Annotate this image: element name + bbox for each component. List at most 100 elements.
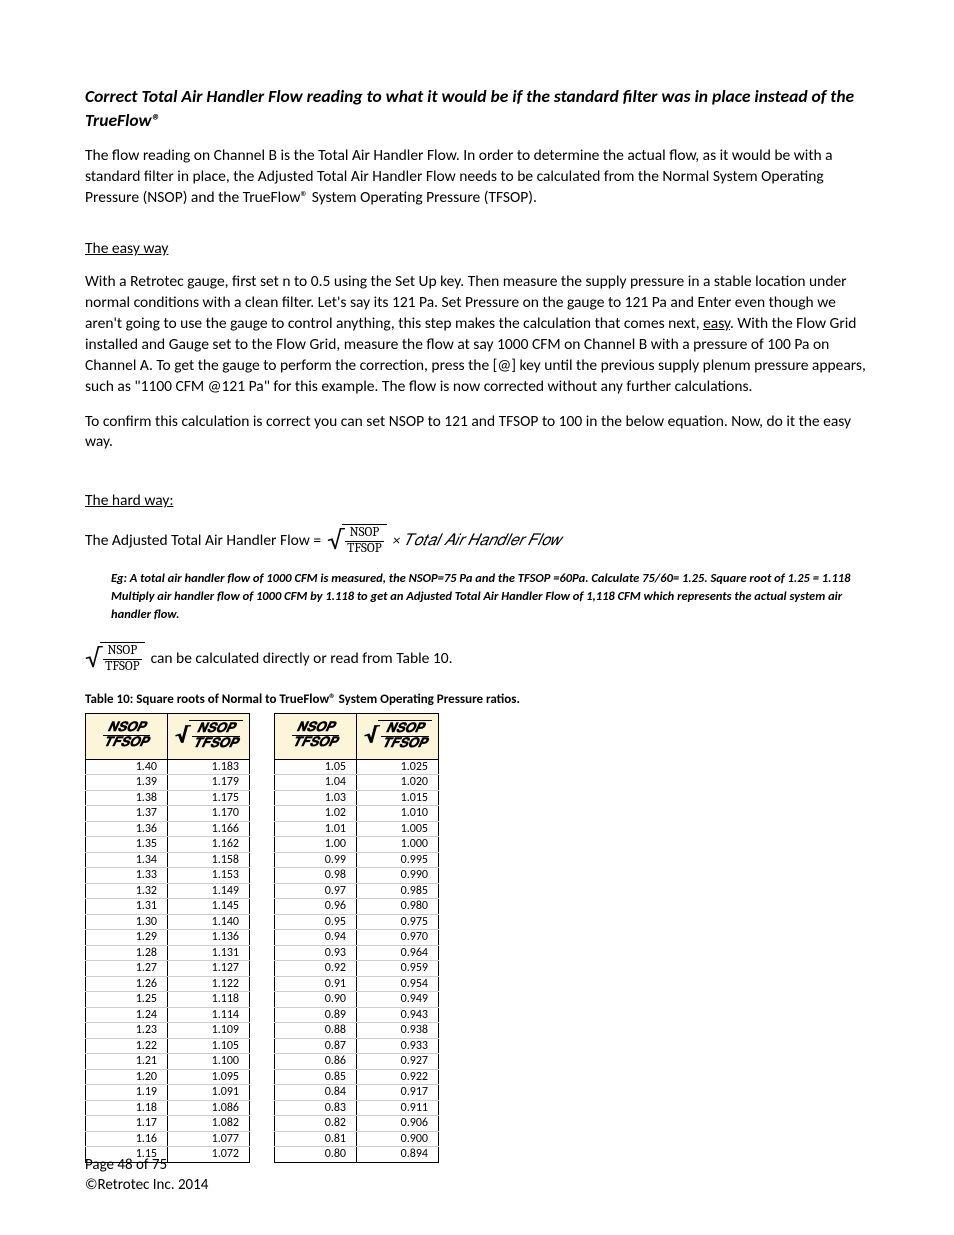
table-cell: 1.158 — [168, 852, 250, 868]
table-row: 0.970.985 — [275, 883, 439, 899]
table-cell: 1.131 — [168, 945, 250, 961]
table-cell: 0.943 — [357, 1007, 439, 1023]
table-header-row: 𝑵𝑺𝑶𝑷 𝑻𝑭𝑺𝑶𝑷 √ 𝑵𝑺𝑶𝑷 𝑻𝑭𝑺𝑶𝑷 — [86, 713, 250, 759]
fraction-denominator: 𝑻𝑭𝑺𝑶𝑷 — [192, 736, 240, 751]
table-cell: 1.005 — [357, 821, 439, 837]
table-row: 0.890.943 — [275, 1007, 439, 1023]
note-tail: can be calculated directly or read from … — [151, 649, 453, 668]
page-footer: Page 48 of 75 ©Retrotec Inc. 2014 — [85, 1156, 208, 1195]
sqrt-expression: √ NSOP TFSOP — [85, 642, 145, 674]
sqrt-body: 𝑵𝑺𝑶𝑷 𝑻𝑭𝑺𝑶𝑷 — [378, 720, 432, 752]
table-row: 1.011.005 — [275, 821, 439, 837]
table-row: 1.401.183 — [86, 759, 250, 775]
table-row: 1.171.082 — [86, 1116, 250, 1132]
table-cell: 1.127 — [168, 961, 250, 977]
table-cell: 0.83 — [275, 1100, 357, 1116]
table-cell: 1.20 — [86, 1069, 168, 1085]
inline-sqrt-note: √ NSOP TFSOP can be calculated directly … — [85, 642, 869, 674]
fraction-numerator: 𝑵𝑺𝑶𝑷 — [295, 721, 337, 735]
table-cell: 0.95 — [275, 914, 357, 930]
table-row: 1.201.095 — [86, 1069, 250, 1085]
table-body-right: 1.051.0251.041.0201.031.0151.021.0101.01… — [275, 759, 439, 1162]
table-cell: 1.36 — [86, 821, 168, 837]
table-cell: 1.24 — [86, 1007, 168, 1023]
copyright: ©Retrotec Inc. 2014 — [85, 1176, 208, 1196]
table-cell: 1.086 — [168, 1100, 250, 1116]
table-row: 1.021.010 — [275, 806, 439, 822]
table-cell: 1.109 — [168, 1023, 250, 1039]
table-cell: 1.010 — [357, 806, 439, 822]
table-cell: 1.25 — [86, 992, 168, 1008]
table-row: 1.321.149 — [86, 883, 250, 899]
table-cell: 0.97 — [275, 883, 357, 899]
easy-way-p2: To confirm this calculation is correct y… — [85, 412, 869, 454]
table-row: 0.870.933 — [275, 1038, 439, 1054]
table-cell: 1.04 — [275, 775, 357, 791]
table-cell: 0.964 — [357, 945, 439, 961]
table-cell: 1.34 — [86, 852, 168, 868]
table-cell: 1.27 — [86, 961, 168, 977]
table-row: 1.211.100 — [86, 1054, 250, 1070]
sqrt-expression: √ NSOP TFSOP — [327, 524, 387, 556]
table-cell: 0.980 — [357, 899, 439, 915]
table-cell: 0.92 — [275, 961, 357, 977]
table-cell: 0.927 — [357, 1054, 439, 1070]
fraction-denominator: 𝑻𝑭𝑺𝑶𝑷 — [381, 736, 429, 751]
table-row: 0.830.911 — [275, 1100, 439, 1116]
table-cell: 0.93 — [275, 945, 357, 961]
tables-container: 𝑵𝑺𝑶𝑷 𝑻𝑭𝑺𝑶𝑷 √ 𝑵𝑺𝑶𝑷 𝑻𝑭𝑺𝑶𝑷 — [85, 713, 869, 1163]
fraction: 𝑵𝑺𝑶𝑷 𝑻𝑭𝑺𝑶𝑷 — [381, 722, 429, 752]
fraction-denominator: TFSOP — [345, 541, 383, 556]
table-cell: 0.894 — [357, 1147, 439, 1163]
example-note: Eg: A total air handler flow of 1000 CFM… — [111, 570, 869, 624]
table-cell: 0.990 — [357, 868, 439, 884]
table-row: 0.960.980 — [275, 899, 439, 915]
table-row: 0.910.954 — [275, 976, 439, 992]
table-cell: 1.170 — [168, 806, 250, 822]
table-cell: 0.96 — [275, 899, 357, 915]
table-cell: 0.89 — [275, 1007, 357, 1023]
easy-way-p1: With a Retrotec gauge, first set n to 0.… — [85, 272, 869, 398]
table-cell: 0.87 — [275, 1038, 357, 1054]
table-cell: 1.091 — [168, 1085, 250, 1101]
table-cell: 1.33 — [86, 868, 168, 884]
table-row: 1.391.179 — [86, 775, 250, 791]
table-cell: 0.954 — [357, 976, 439, 992]
table-row: 1.161.077 — [86, 1131, 250, 1147]
table-row: 0.840.917 — [275, 1085, 439, 1101]
table-row: 1.181.086 — [86, 1100, 250, 1116]
table-caption: Table 10: Square roots of Normal to True… — [85, 692, 869, 707]
table-row: 1.051.025 — [275, 759, 439, 775]
table-cell: 0.959 — [357, 961, 439, 977]
table-body-left: 1.401.1831.391.1791.381.1751.371.1701.36… — [86, 759, 250, 1162]
table-cell: 1.19 — [86, 1085, 168, 1101]
table-row: 1.031.015 — [275, 790, 439, 806]
table-row: 1.371.170 — [86, 806, 250, 822]
table-cell: 0.900 — [357, 1131, 439, 1147]
table-row: 0.980.990 — [275, 868, 439, 884]
table-cell: 1.40 — [86, 759, 168, 775]
table-cell: 0.975 — [357, 914, 439, 930]
fraction: 𝑵𝑺𝑶𝑷 𝑻𝑭𝑺𝑶𝑷 — [103, 721, 151, 751]
table-cell: 0.995 — [357, 852, 439, 868]
table-header-ratio: 𝑵𝑺𝑶𝑷 𝑻𝑭𝑺𝑶𝑷 — [275, 713, 357, 759]
table-cell: 1.02 — [275, 806, 357, 822]
table-cell: 1.01 — [275, 821, 357, 837]
table-cell: 1.00 — [275, 837, 357, 853]
table-row: 1.291.136 — [86, 930, 250, 946]
table-cell: 1.136 — [168, 930, 250, 946]
table-cell: 1.118 — [168, 992, 250, 1008]
table-row: 0.930.964 — [275, 945, 439, 961]
table-cell: 1.21 — [86, 1054, 168, 1070]
table-cell: 1.020 — [357, 775, 439, 791]
table-row: 1.331.153 — [86, 868, 250, 884]
table-row: 1.381.175 — [86, 790, 250, 806]
table-cell: 1.22 — [86, 1038, 168, 1054]
table-header-sqrt: √ 𝑵𝑺𝑶𝑷 𝑻𝑭𝑺𝑶𝑷 — [168, 713, 250, 759]
table-row: 0.940.970 — [275, 930, 439, 946]
table-row: 1.191.091 — [86, 1085, 250, 1101]
table-cell: 0.85 — [275, 1069, 357, 1085]
table-row: 0.800.894 — [275, 1147, 439, 1163]
table-row: 0.880.938 — [275, 1023, 439, 1039]
table-row: 1.261.122 — [86, 976, 250, 992]
